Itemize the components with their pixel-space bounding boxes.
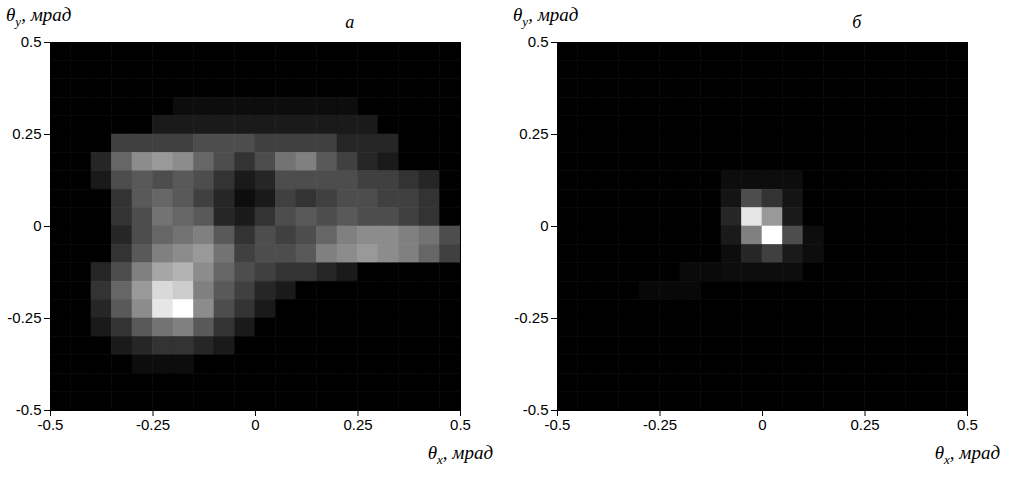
html-text:θy, мрад: θy, мрад [513, 4, 579, 29]
svg-text:0: 0 [33, 217, 41, 234]
svg-text:0.5: 0.5 [957, 416, 978, 433]
html-text:а: а [345, 12, 355, 32]
svg-text:0.25: 0.25 [343, 416, 372, 433]
svg-text:-0.5: -0.5 [545, 416, 571, 433]
svg-text:0.25: 0.25 [850, 416, 879, 433]
svg-text:0.5: 0.5 [528, 33, 549, 50]
svg-text:0: 0 [251, 416, 259, 433]
svg-text:-0.5: -0.5 [38, 416, 64, 433]
svg-text:0.5: 0.5 [21, 33, 42, 50]
svg-text:0.25: 0.25 [12, 125, 41, 142]
html-text:θx, мрад: θx, мрад [934, 442, 1000, 467]
svg-text:0.25: 0.25 [519, 125, 548, 142]
svg-text:-0.25: -0.25 [514, 309, 548, 326]
html-text:б: б [852, 12, 862, 32]
svg-text:-0.5: -0.5 [15, 401, 42, 419]
html-text:θy, мрад: θy, мрад [6, 4, 72, 29]
svg-text:-0.25: -0.25 [7, 309, 41, 326]
svg-text:-0.5: -0.5 [522, 401, 549, 419]
svg-text:0: 0 [758, 416, 766, 433]
svg-text:-0.25: -0.25 [643, 416, 677, 433]
svg-text:-0.25: -0.25 [136, 416, 170, 433]
svg-text:0: 0 [540, 217, 548, 234]
svg-text:0.5: 0.5 [450, 416, 471, 433]
html-text:θx, мрад: θx, мрад [427, 442, 493, 467]
